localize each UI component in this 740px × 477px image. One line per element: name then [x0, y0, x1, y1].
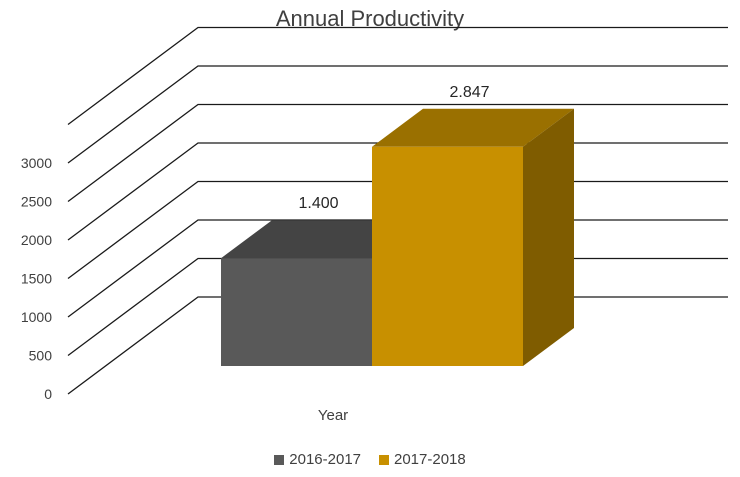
legend-swatch-icon	[274, 454, 285, 465]
legend-label: 2016-2017	[289, 451, 361, 468]
y-tick-label: 500	[29, 348, 53, 364]
y-tick-label: 2500	[21, 194, 52, 210]
bar-front-face	[221, 258, 372, 366]
legend-label: 2017-2018	[394, 451, 466, 468]
y-tick-label: 3000	[21, 155, 52, 171]
legend-item-2016-2017[interactable]: 2016-2017	[274, 451, 361, 468]
gridlines	[67, 26, 728, 395]
bar-front-face	[372, 146, 523, 366]
data-label-2017-2018: 2.847	[449, 84, 489, 101]
legend: 2016-2017 2017-2018	[0, 451, 740, 468]
gridline	[67, 26, 728, 126]
y-tick-label: 2000	[21, 232, 52, 248]
chart-title: Annual Productivity	[275, 6, 465, 31]
data-label-2016-2017: 1.400	[298, 195, 338, 212]
bar-side-face	[523, 108, 574, 366]
y-tick-label: 0	[44, 386, 52, 402]
bar-top-face	[372, 108, 574, 147]
gridline	[67, 65, 728, 164]
y-axis-ticks: 0 500 1000 1500 2000 2500 3000	[21, 155, 52, 402]
y-tick-label: 1000	[21, 309, 52, 325]
x-axis-label: Year	[317, 407, 349, 424]
y-tick-label: 1500	[21, 271, 52, 287]
bar-2017-2018	[372, 108, 574, 366]
legend-item-2017-2018[interactable]: 2017-2018	[379, 451, 466, 468]
gridline	[67, 103, 728, 203]
legend-swatch-icon	[379, 454, 389, 465]
